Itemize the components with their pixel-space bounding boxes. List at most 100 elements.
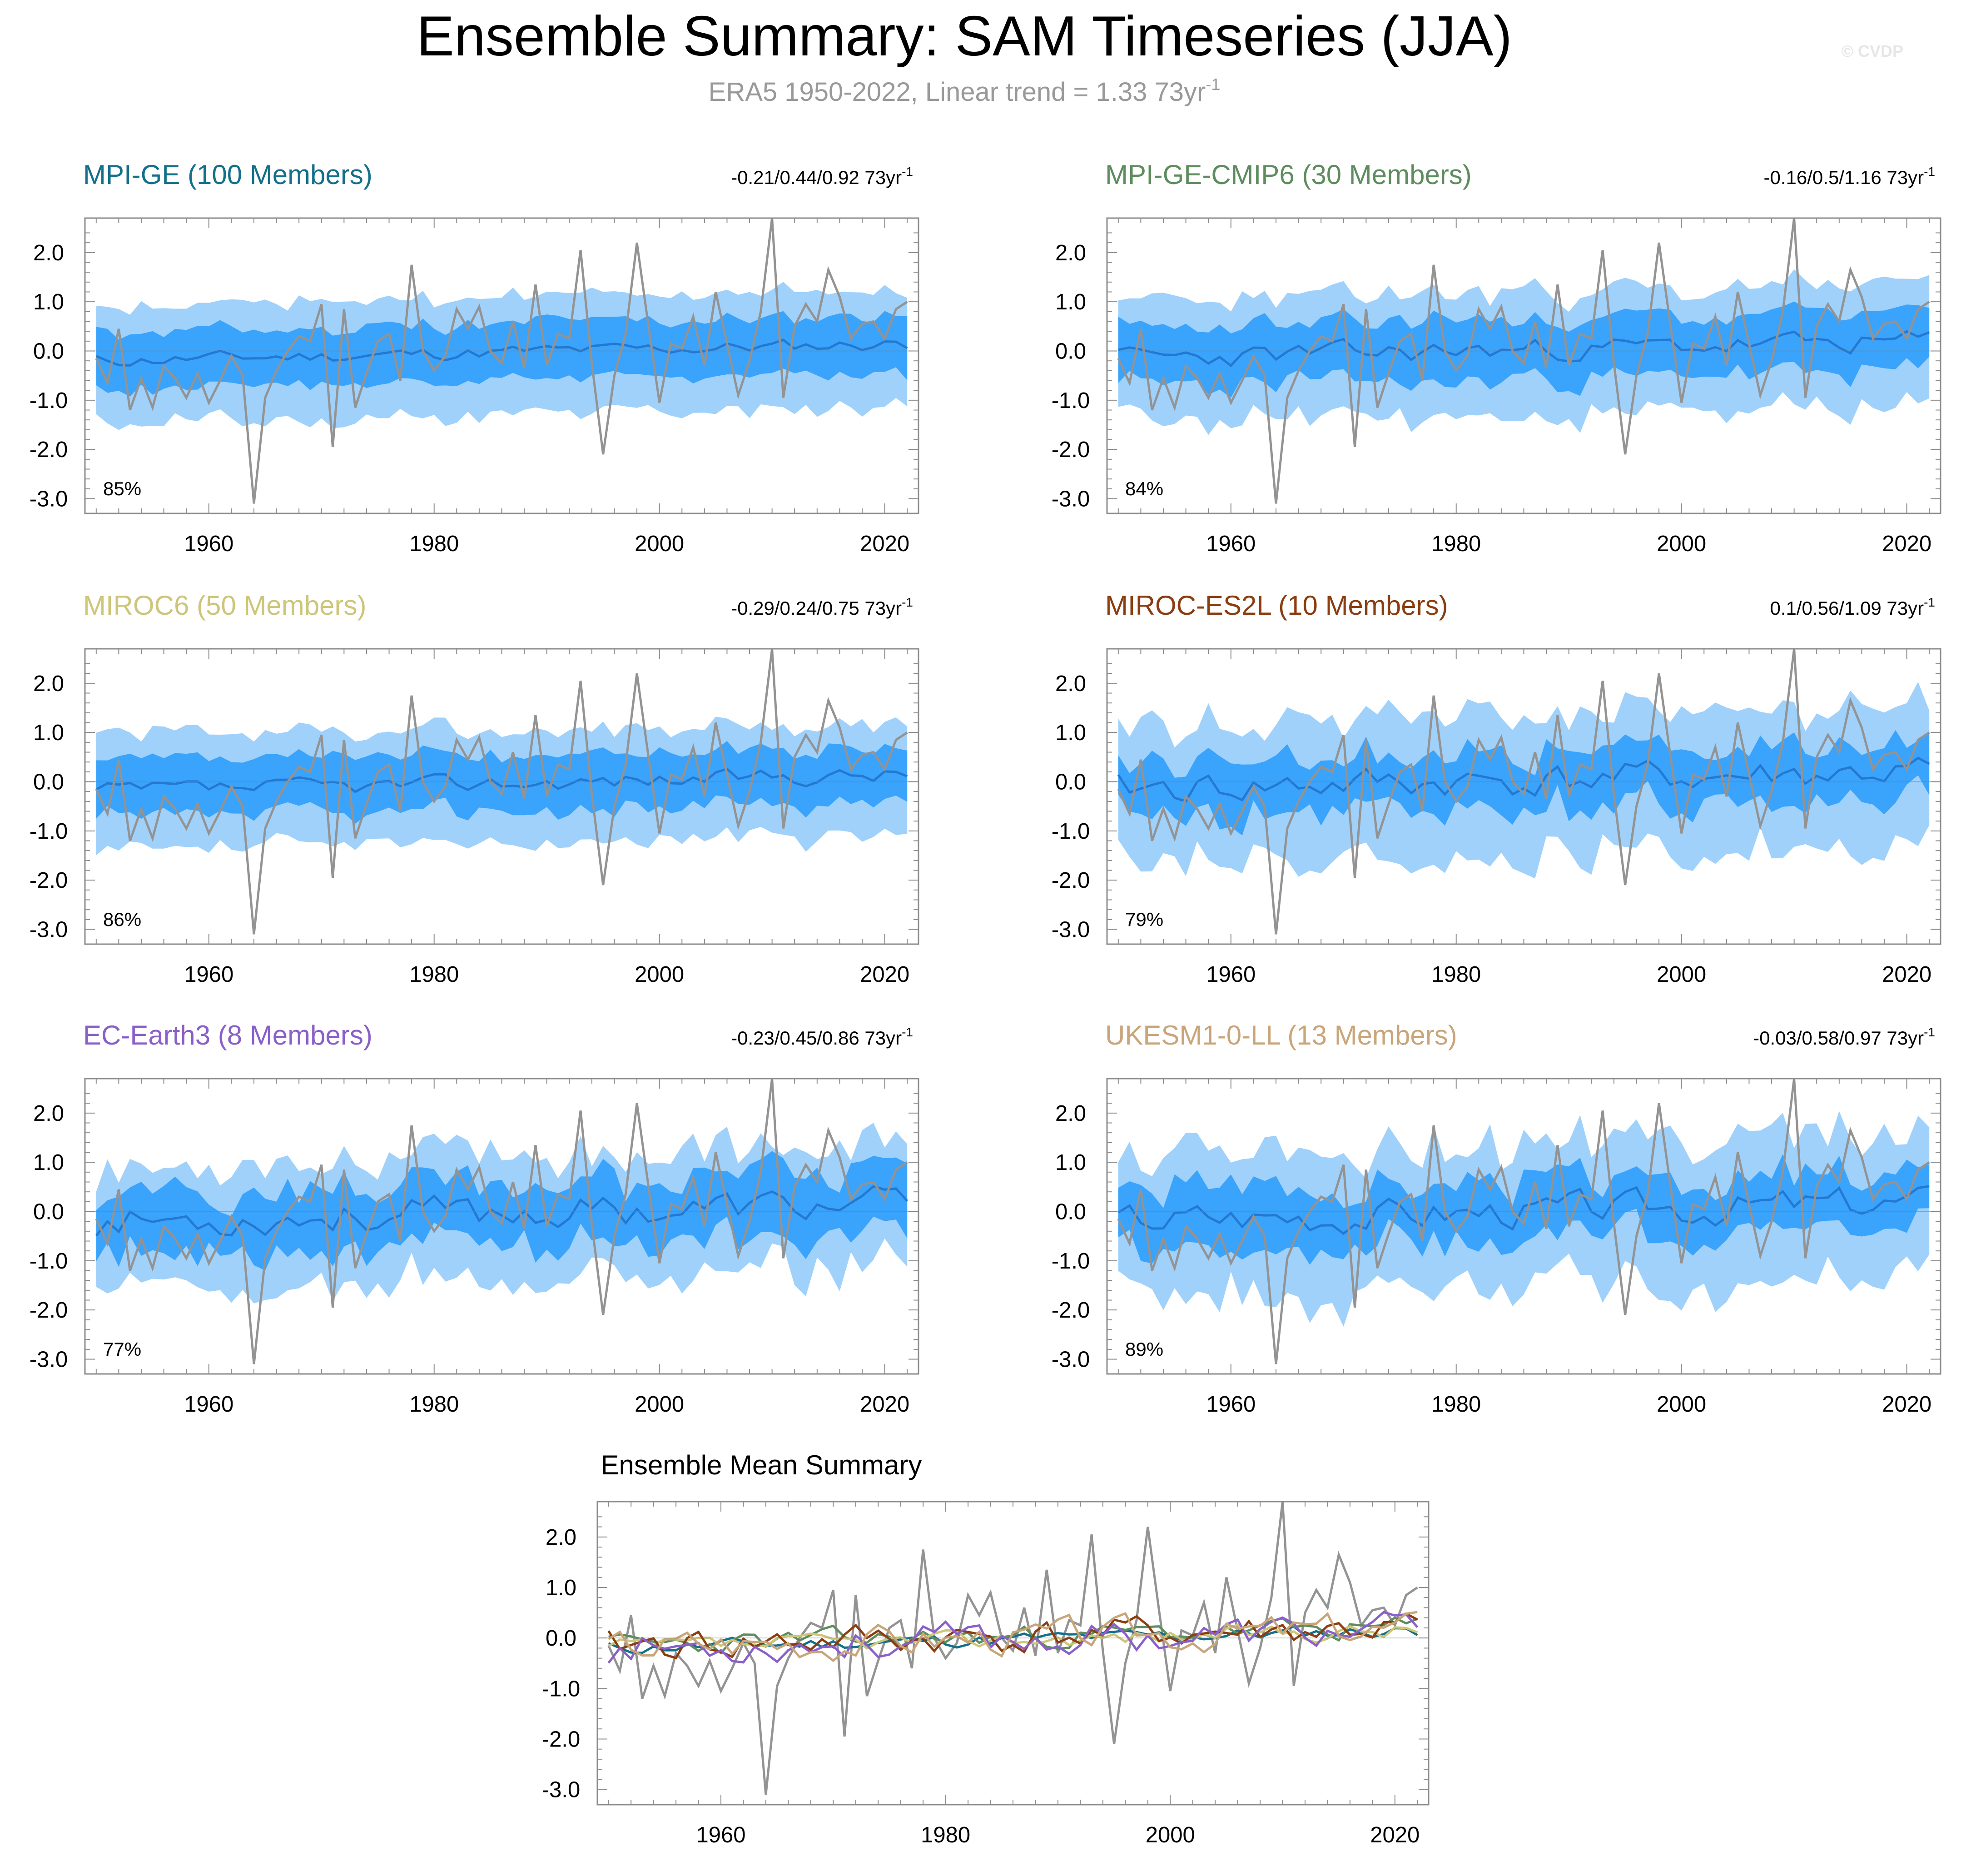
panel-trend-text: -0.03/0.58/0.97 73yr [1753,1027,1924,1049]
panel-1-xtick-label: 1980 [409,532,459,556]
panel-1-xtick-label: 2020 [860,532,909,556]
panel-5: 2.0 1.0 0.0 -1.0 -2.0 -3.0 1960 1980 2000 2020 EC-… [30,1020,919,1417]
panel-3-xtick-label: 1960 [184,962,233,987]
panel-trend-superscript: -1 [1924,164,1935,179]
panel-6-xtick-label: 1960 [1206,1392,1256,1417]
panel-5-xtick-label: 1960 [184,1392,233,1417]
panel-3-ytick-label: -3.0 [30,918,68,942]
ensemble-mean-line-6 [608,1611,1418,1662]
panel-title: MIROC6 (50 Members) [83,590,366,621]
panel-1-ytick-label: 1.0 [33,290,64,314]
panel-4-ytick-label: -3.0 [1052,918,1090,942]
panel-1-ytick-label: -3.0 [30,487,68,512]
panel-3-ytick-label: 2.0 [33,672,64,696]
panel-4-ytick-label: 1.0 [1055,721,1086,745]
panel-percent: 79% [1125,909,1163,930]
panel-1-xtick-label: 1960 [184,532,233,556]
panel-6-xtick-label: 2000 [1657,1392,1706,1417]
panel-title: MPI-GE-CMIP6 (30 Members) [1105,159,1472,190]
panel-trend: -0.03/0.58/0.97 73yr-1 [1753,1025,1935,1049]
ensemble-mean-ytick-label: 2.0 [546,1525,576,1550]
panel-2-ytick-label: -1.0 [1052,388,1090,413]
panel-trend-text: -0.29/0.24/0.75 73yr [731,597,902,619]
panel-6-xtick-label: 2020 [1882,1392,1931,1417]
panel-trend-text: -0.16/0.5/1.16 73yr [1764,167,1924,188]
panel-4-ytick-label: 0.0 [1055,770,1086,795]
panel-6-ytick-label: 2.0 [1055,1101,1086,1126]
ensemble-band-inner [96,1151,908,1271]
panel-4-ytick-label: 2.0 [1055,672,1086,696]
panel-trend-text: -0.23/0.45/0.86 73yr [731,1027,902,1049]
ensemble-mean-ytick-label: -1.0 [542,1677,580,1701]
figure-subtitle: ERA5 1950-2022, Linear trend = 1.33 73yr… [709,75,1221,107]
panel-6-xtick-label: 1980 [1431,1392,1481,1417]
panel-6: 2.0 1.0 0.0 -1.0 -2.0 -3.0 1960 1980 2000 2020 UKE… [1052,1020,1941,1417]
panel-2-ytick-label: 2.0 [1055,241,1086,265]
panel-trend-superscript: -1 [902,164,913,179]
watermark: © CVDP [1841,42,1903,60]
panel-3-ytick-label: 0.0 [33,770,64,795]
ensemble-mean-xtick-label: 2000 [1146,1823,1195,1847]
panel-5-ytick-label: -3.0 [30,1348,68,1372]
panel-3-xtick-label: 2000 [635,962,684,987]
panel-trend: -0.29/0.24/0.75 73yr-1 [731,595,913,619]
ensemble-mean-ytick-label: -3.0 [542,1778,580,1802]
panel-trend: -0.23/0.45/0.86 73yr-1 [731,1025,913,1049]
panel-2-xtick-label: 1980 [1431,532,1481,556]
panel-2-xtick-label: 2020 [1882,532,1931,556]
panel-5-ytick-label: 0.0 [33,1200,64,1224]
panel-2-ytick-label: -2.0 [1052,438,1090,462]
panel-title: EC-Earth3 (8 Members) [83,1020,372,1050]
panel-3: 2.0 1.0 0.0 -1.0 -2.0 -3.0 1960 1980 2000 2020 MIR… [30,590,919,987]
figure-title: Ensemble Summary: SAM Timeseries (JJA) [417,5,1512,68]
panel-4: 2.0 1.0 0.0 -1.0 -2.0 -3.0 1960 1980 2000 2020 MIR… [1052,590,1941,987]
panel-2: 2.0 1.0 0.0 -1.0 -2.0 -3.0 1960 1980 2000 2020 MPI… [1052,159,1941,556]
panel-percent: 89% [1125,1339,1163,1360]
ensemble-mean-panel: Ensemble Mean Summary 2.0 1.0 0.0 -1.0 -2.0 -3… [542,1450,1430,1847]
panel-5-ytick-label: 2.0 [33,1101,64,1126]
ensemble-mean-line [95,1185,909,1237]
panel-4-xtick-label: 1980 [1431,962,1481,987]
panel-title: UKESM1-0-LL (13 Members) [1105,1020,1457,1050]
panel-3-ytick-label: -1.0 [30,819,68,844]
panel-percent: 84% [1125,478,1163,499]
ensemble-band-inner [1118,1154,1930,1265]
panel-percent: 77% [103,1339,141,1360]
panel-5-ytick-label: -2.0 [30,1298,68,1323]
panel-trend: -0.16/0.5/1.16 73yr-1 [1764,164,1935,188]
ensemble-band-inner [1118,730,1930,836]
panel-3-xtick-label: 2020 [860,962,909,987]
subtitle-text: ERA5 1950-2022, Linear trend = 1.33 73yr [709,77,1206,107]
panel-trend-text: 0.1/0.56/1.09 73yr [1770,597,1924,619]
panel-trend-superscript: -1 [902,1025,913,1039]
panel-3-xtick-label: 1980 [409,962,459,987]
panel-6-ytick-label: -2.0 [1052,1298,1090,1323]
panel-5-xtick-label: 2020 [860,1392,909,1417]
panel-4-xtick-label: 2000 [1657,962,1706,987]
ensemble-mean-ytick-label: 1.0 [546,1576,576,1600]
panel-1-ytick-label: 0.0 [33,339,64,364]
subtitle-superscript: -1 [1206,75,1220,94]
panel-percent: 86% [103,909,141,930]
panel-trend-text: -0.21/0.44/0.92 73yr [731,167,902,188]
panel-4-ytick-label: -1.0 [1052,819,1090,844]
panel-2-xtick-label: 1960 [1206,532,1256,556]
panel-trend-superscript: -1 [902,595,913,609]
ensemble-mean-ytick-label: 0.0 [546,1626,576,1651]
ensemble-band-inner [96,741,908,824]
panel-6-ytick-label: 1.0 [1055,1150,1086,1175]
panel-2-ytick-label: 0.0 [1055,339,1086,364]
panel-6-ytick-label: -3.0 [1052,1348,1090,1372]
panel-6-ytick-label: -1.0 [1052,1249,1090,1274]
panel-5-ytick-label: -1.0 [30,1249,68,1274]
ensemble-mean-ytick-label: -2.0 [542,1727,580,1752]
ensemble-band-inner [96,311,908,397]
panel-trend: -0.21/0.44/0.92 73yr-1 [731,164,913,188]
panel-4-xtick-label: 1960 [1206,962,1256,987]
ensemble-mean-line [1118,330,1930,368]
panel-2-ytick-label: -3.0 [1052,487,1090,512]
ensemble-mean-xtick-label: 2020 [1370,1823,1420,1847]
panel-4-ytick-label: -2.0 [1052,868,1090,893]
panel-6-ytick-label: 0.0 [1055,1200,1086,1224]
